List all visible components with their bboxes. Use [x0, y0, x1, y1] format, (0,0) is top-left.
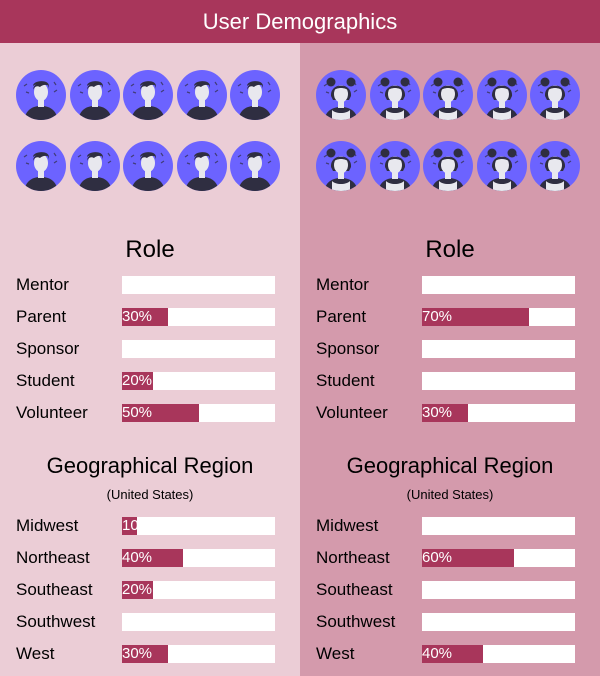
bar — [422, 404, 468, 422]
male-avatar-icon — [230, 141, 280, 191]
tick-label: Student — [16, 371, 75, 390]
male-avatar-icon — [16, 141, 66, 191]
bar — [122, 549, 183, 567]
bar-track — [122, 340, 275, 358]
bar-track — [422, 581, 575, 599]
tick-label: West — [16, 644, 55, 663]
bar-track: 20% — [122, 581, 275, 599]
female-avatar-icon — [423, 141, 473, 191]
male-avatar-icon — [176, 70, 227, 120]
tick-label: Northeast — [316, 548, 390, 567]
chart-title: Role — [125, 236, 175, 263]
data-label: 10 — [122, 517, 137, 534]
bar-track: 50% — [122, 404, 275, 422]
data-label: 20% — [122, 372, 153, 389]
data-label: 30% — [122, 645, 153, 662]
data-label: 30% — [422, 404, 453, 421]
bar — [122, 517, 137, 535]
female-avatar-icon — [316, 141, 366, 191]
bar-track: 70% — [422, 308, 575, 326]
female-avatar-icon — [530, 70, 580, 120]
bar-track — [422, 372, 575, 390]
bar-track: 10 — [122, 517, 275, 535]
female-avatar-icon — [369, 141, 420, 191]
data-label: 40% — [422, 645, 453, 662]
male-avatar-icon — [16, 70, 66, 120]
data-label: 50% — [122, 404, 153, 421]
bar — [122, 308, 168, 326]
bar — [122, 372, 153, 390]
tick-label: Parent — [316, 307, 367, 326]
data-label: 40% — [122, 549, 153, 566]
chart-subtitle: (United States) — [106, 487, 194, 502]
data-label: 20% — [122, 581, 153, 598]
tick-label: Parent — [16, 307, 67, 326]
bar-track — [422, 340, 575, 358]
female-panel: Role Mentor Parent 70% Sponsor Student Volunte… — [300, 43, 600, 676]
tick-label: Northeast — [16, 548, 90, 567]
bar — [122, 645, 168, 663]
chart-subtitle: (United States) — [406, 487, 494, 502]
tick-label: Sponsor — [16, 339, 80, 358]
male-avatar-icon — [123, 141, 173, 191]
bar-track: 30% — [122, 308, 275, 326]
female-avatar-icon — [476, 141, 527, 191]
chart-title: Geographical Region — [46, 453, 254, 478]
bar — [122, 404, 199, 422]
bar-track: 40% — [422, 645, 575, 663]
page-title: User Demographics — [0, 0, 600, 43]
bar — [122, 581, 153, 599]
tick-label: Southwest — [316, 612, 396, 631]
male-avatar-icon — [176, 141, 227, 191]
data-label: 30% — [122, 308, 153, 325]
tick-label: Southeast — [316, 580, 393, 599]
female-avatar-icon — [530, 141, 580, 191]
tick-label: Volunteer — [16, 403, 88, 422]
bar-track — [422, 276, 575, 294]
bar — [422, 645, 483, 663]
female-avatar-icon — [476, 70, 527, 120]
bar-track — [122, 276, 275, 294]
tick-label: Midwest — [316, 516, 379, 535]
bar-track — [422, 613, 575, 631]
female-avatar-icon — [423, 70, 473, 120]
bar-track — [122, 613, 275, 631]
male-panel: Role Mentor Parent 30% Sponsor Student 20% Volu… — [0, 43, 300, 676]
bar-track: 30% — [422, 404, 575, 422]
chart-title: Role — [425, 236, 475, 263]
bar-track: 20% — [122, 372, 275, 390]
female-avatar-icon — [369, 70, 420, 120]
male-avatar-icon — [69, 141, 120, 191]
bar-track: 60% — [422, 549, 575, 567]
bar-track: 40% — [122, 549, 275, 567]
tick-label: Southeast — [16, 580, 93, 599]
tick-label: Southwest — [16, 612, 96, 631]
data-label: 70% — [422, 308, 453, 325]
bar — [422, 308, 529, 326]
bar-track — [422, 517, 575, 535]
bar — [422, 549, 514, 567]
male-avatar-icon — [230, 70, 280, 120]
chart-title: Geographical Region — [346, 453, 554, 478]
tick-label: Midwest — [16, 516, 79, 535]
male-avatar-icon — [69, 70, 120, 120]
tick-label: Mentor — [316, 275, 369, 294]
tick-label: Student — [316, 371, 375, 390]
tick-label: Sponsor — [316, 339, 380, 358]
tick-label: West — [316, 644, 355, 663]
data-label: 60% — [422, 549, 453, 566]
tick-label: Volunteer — [316, 403, 388, 422]
male-avatar-icon — [123, 70, 173, 120]
tick-label: Mentor — [16, 275, 69, 294]
bar-track: 30% — [122, 645, 275, 663]
female-avatar-icon — [316, 70, 366, 120]
